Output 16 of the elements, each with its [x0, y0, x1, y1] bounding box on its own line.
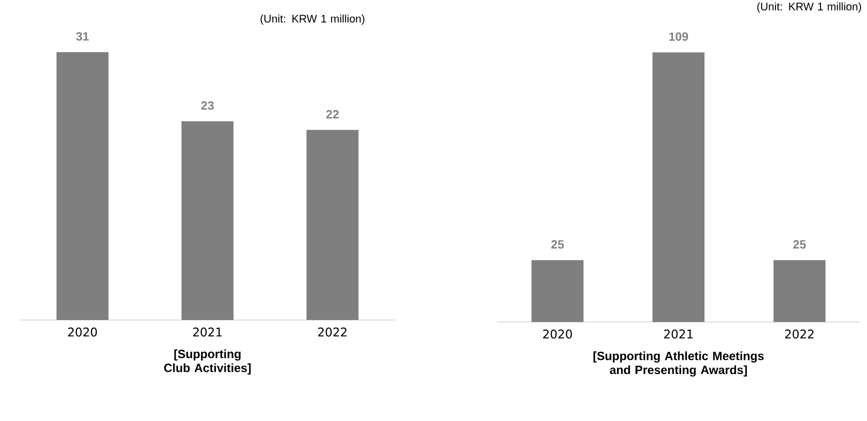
- x-axis-title: [Supporting Athletic Meetings and Presenting Awards]: [594, 351, 764, 377]
- data-label: 23: [201, 101, 214, 110]
- x-tick-label: 2020: [543, 330, 572, 339]
- x-tick-label: 2022: [785, 330, 814, 339]
- data-label: 22: [326, 110, 339, 118]
- data-label: 25: [793, 240, 806, 249]
- x-tick-label: 2021: [664, 330, 693, 339]
- data-label: 109: [669, 32, 688, 41]
- x-tick-label: 2020: [68, 328, 97, 337]
- text: (Unit: KRW 1 million): [757, 2, 862, 13]
- data-label: 25: [551, 240, 564, 249]
- x-axis-title: [Supporting Club Activities]: [164, 349, 251, 374]
- data-label: 31: [76, 32, 89, 41]
- text: (Unit: KRW 1 million): [260, 14, 364, 25]
- x-tick-label: 2021: [193, 328, 222, 337]
- x-tick-label: 2022: [318, 328, 347, 337]
